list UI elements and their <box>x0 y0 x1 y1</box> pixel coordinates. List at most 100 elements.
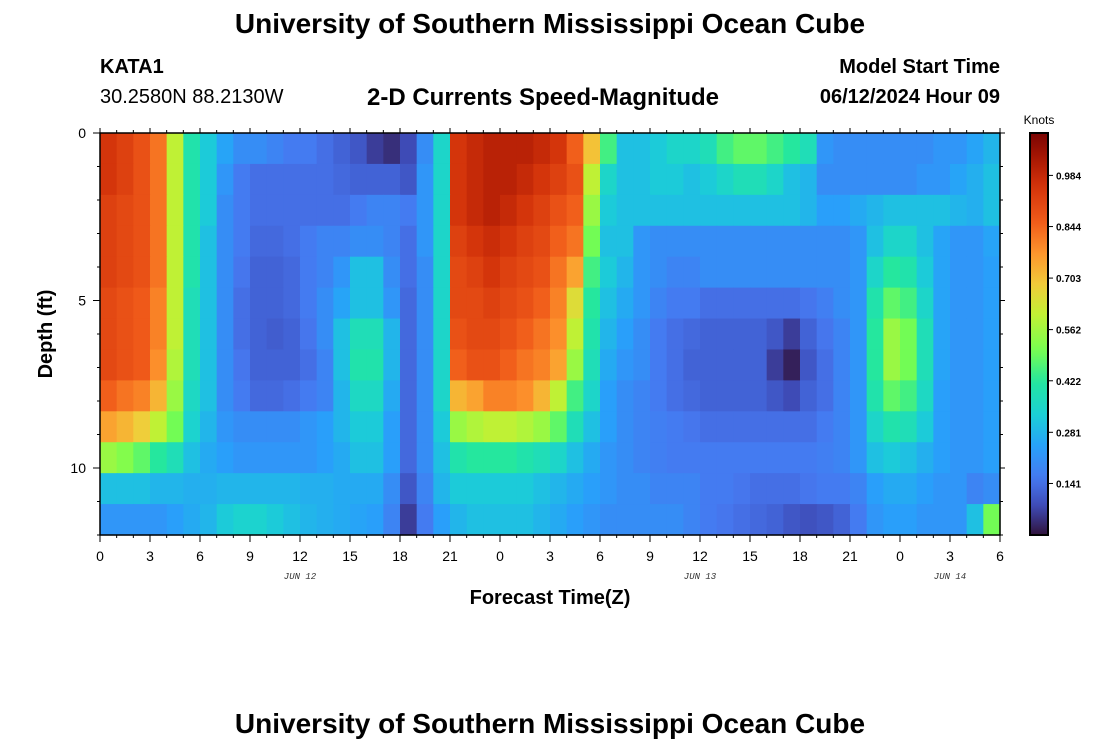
heatmap-cell <box>850 133 868 165</box>
heatmap-cell <box>383 411 401 443</box>
heatmap-cell <box>866 287 884 320</box>
heatmap-cell <box>966 287 984 320</box>
heatmap-cell <box>116 256 134 289</box>
heatmap-cell <box>716 225 734 258</box>
heatmap-cell <box>100 411 118 443</box>
heatmap-cell <box>833 225 851 258</box>
heatmap-cell <box>983 349 1001 381</box>
heatmap-cell <box>283 380 301 412</box>
heatmap-cell <box>966 442 984 474</box>
heatmap-cell <box>450 380 468 412</box>
heatmap-cell <box>183 411 201 443</box>
heatmap-cell <box>350 473 368 505</box>
heatmap-cell <box>383 163 401 196</box>
heatmap-cell <box>183 473 201 505</box>
heatmap-cell <box>200 194 218 227</box>
heatmap-cell <box>800 473 818 505</box>
heatmap-cell <box>300 133 318 165</box>
heatmap-cell <box>683 256 701 289</box>
heatmap-cell <box>716 133 734 165</box>
heatmap-cell <box>333 225 351 258</box>
heatmap-cell <box>100 473 118 505</box>
heatmap-cell <box>200 256 218 289</box>
heatmap-cell <box>466 225 484 258</box>
heatmap-cell <box>700 349 718 381</box>
heatmap-cell <box>533 473 551 505</box>
heatmap-cell <box>800 256 818 289</box>
heatmap-cell <box>600 504 618 536</box>
heatmap-cell <box>200 318 218 351</box>
heatmap-cell <box>933 473 951 505</box>
date-label: JUN 13 <box>684 572 717 582</box>
heatmap-cell <box>200 349 218 381</box>
heatmap-cell <box>283 133 301 165</box>
heatmap-cell <box>466 318 484 351</box>
heatmap-cell <box>983 473 1001 505</box>
heatmap-cell <box>583 411 601 443</box>
heatmap-cell <box>600 473 618 505</box>
heatmap-cell <box>300 349 318 381</box>
heatmap-cell <box>783 133 801 165</box>
heatmap-cell <box>900 194 918 227</box>
heatmap-cell <box>933 349 951 381</box>
heatmap-cell <box>233 133 251 165</box>
heatmap-cell <box>166 163 184 196</box>
heatmap-cell <box>166 411 184 443</box>
heatmap-cell <box>216 256 234 289</box>
x-tick-label: 12 <box>692 548 708 564</box>
heatmap-cell <box>333 504 351 536</box>
heatmap-cell <box>333 349 351 381</box>
heatmap-cell <box>366 442 384 474</box>
heatmap-cell <box>733 411 751 443</box>
heatmap-cell <box>416 411 434 443</box>
x-tick-label: 21 <box>442 548 458 564</box>
heatmap-cell <box>450 256 468 289</box>
heatmap-cell <box>133 225 151 258</box>
heatmap-cell <box>250 318 268 351</box>
heatmap-chart: 0 3 6 9 12 15 18 21 0 3 6 9 12 15 18 21 0 3 6 JUN 12 JUN 13 J… <box>35 113 1081 609</box>
heatmap-cell <box>816 504 834 536</box>
heatmap-cell <box>133 504 151 536</box>
heatmap-cell <box>816 225 834 258</box>
heatmap-cell <box>366 473 384 505</box>
heatmap-cell <box>850 256 868 289</box>
heatmap-cell <box>250 473 268 505</box>
heatmap-cell <box>100 318 118 351</box>
heatmap-cell <box>333 256 351 289</box>
heatmap-cell <box>850 287 868 320</box>
heatmap-cell <box>900 442 918 474</box>
heatmap-cell <box>866 349 884 381</box>
y-tick-label: 0 <box>78 125 86 141</box>
heatmap-cell <box>566 194 584 227</box>
heatmap-cell <box>550 287 568 320</box>
heatmap-cell <box>666 349 684 381</box>
heatmap-cell <box>233 318 251 351</box>
heatmap-cell <box>966 318 984 351</box>
heatmap-cell <box>550 225 568 258</box>
heatmap-cell <box>866 256 884 289</box>
heatmap-cell <box>266 133 284 165</box>
heatmap-cell <box>666 380 684 412</box>
heatmap-cell <box>633 504 651 536</box>
heatmap-cell <box>283 411 301 443</box>
heatmap-cell <box>233 225 251 258</box>
heatmap-cell <box>316 256 334 289</box>
heatmap-cell <box>433 287 451 320</box>
heatmap-cell <box>383 504 401 536</box>
heatmap-cell <box>616 442 634 474</box>
heatmap-cell <box>850 504 868 536</box>
heatmap-cell <box>750 287 768 320</box>
heatmap-cell <box>666 225 684 258</box>
heatmap-cell <box>466 473 484 505</box>
heatmap-cell <box>900 380 918 412</box>
heatmap-cell <box>516 163 534 196</box>
heatmap-cell <box>583 380 601 412</box>
heatmap-cell <box>900 473 918 505</box>
heatmap-cell <box>800 380 818 412</box>
heatmap-cell <box>983 194 1001 227</box>
heatmap-cell <box>100 256 118 289</box>
heatmap-cell <box>350 349 368 381</box>
heatmap-cell <box>450 411 468 443</box>
heatmap-cell <box>583 349 601 381</box>
heatmap-cell <box>833 163 851 196</box>
